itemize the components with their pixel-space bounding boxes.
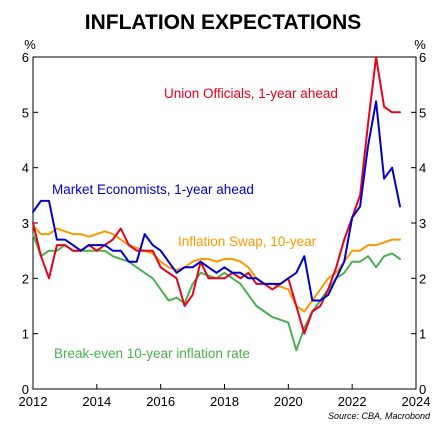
y-tick-label-left: 0 — [22, 382, 29, 397]
chart-title: INFLATION EXPECTATIONS — [85, 11, 362, 34]
right-y-axis: 0 1 2 3 4 5 6 — [411, 50, 426, 397]
legend-label-inflation-swap: Inflation Swap, 10-year — [178, 234, 317, 249]
y-tick-label-right: 0 — [419, 382, 426, 397]
y-tick-label-right: 4 — [419, 161, 426, 176]
x-tick-label: 2020 — [274, 394, 303, 409]
legend-label-break-even: Break-even 10-year inflation rate — [54, 346, 250, 361]
y-tick-label-left: 1 — [22, 327, 29, 342]
series-line-break-even-10-year-inflation-rate — [32, 233, 401, 352]
x-tick-label: 2018 — [210, 394, 239, 409]
legend-label-union-officials: Union Officials, 1-year ahead — [164, 86, 338, 101]
series-line-market-economists-1-year-ahead — [32, 100, 401, 302]
y-tick-label-right: 2 — [419, 271, 426, 286]
x-tick-label: 2022 — [338, 394, 367, 409]
x-tick-label: 2014 — [82, 394, 111, 409]
series-lines — [32, 56, 401, 352]
x-axis: 2012 2014 2016 2018 2020 2022 2024 — [19, 384, 431, 409]
x-tick-label: 2016 — [146, 394, 175, 409]
right-axis-unit: % — [414, 37, 426, 52]
left-y-axis: 0 1 2 3 4 5 6 — [22, 50, 38, 397]
left-axis-unit: % — [24, 37, 36, 52]
legend-label-market-economists: Market Economists, 1-year ahead — [52, 182, 254, 197]
y-tick-label-right: 1 — [419, 327, 426, 342]
source-note: Source: CBA, Macrobond — [328, 411, 431, 421]
y-tick-label-right: 3 — [419, 216, 426, 231]
series-line-inflation-swap-10-year — [32, 224, 401, 313]
y-tick-label-left: 3 — [22, 216, 29, 231]
y-tick-label-left: 4 — [22, 161, 29, 176]
x-tick-label: 2012 — [19, 394, 48, 409]
y-tick-label-left: 5 — [22, 105, 29, 120]
series-line-union-officials-1-year-ahead — [32, 56, 401, 335]
y-tick-label-right: 6 — [419, 50, 426, 65]
x-tick-label: 2024 — [402, 394, 431, 409]
y-tick-label-left: 2 — [22, 271, 29, 286]
y-tick-label-left: 6 — [22, 50, 29, 65]
y-tick-label-right: 5 — [419, 105, 426, 120]
plot-frame — [32, 56, 417, 390]
